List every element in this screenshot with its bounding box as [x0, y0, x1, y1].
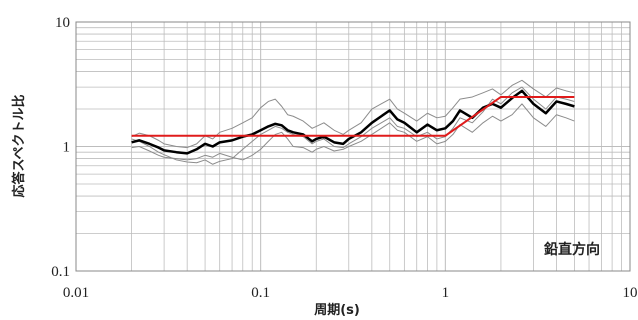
series-line-mean [131, 89, 575, 155]
grid-lines [75, 22, 630, 272]
x-tick-label: 10 [623, 285, 638, 301]
x-tick-label: 0.01 [63, 285, 89, 301]
series-line-model [131, 95, 575, 137]
y-tick-label: 1 [63, 140, 71, 156]
series-line-individual [131, 86, 575, 165]
y-tick-label: 0.1 [51, 264, 70, 280]
series-line-individual [131, 103, 575, 161]
x-tick-label: 0.1 [251, 285, 270, 301]
x-tick-label: 1 [442, 285, 450, 301]
annotation-label: 鉛直方向 [544, 241, 600, 258]
x-axis-title: 周期(s) [314, 303, 360, 318]
plot-frame [75, 21, 631, 272]
y-tick-label: 10 [55, 15, 70, 31]
y-axis-title: 応答スペクトル比 [11, 94, 27, 197]
tick-labels: 0.01 0.1 1 10 0.1 1 10 [51, 15, 637, 301]
series-layer [131, 79, 575, 165]
